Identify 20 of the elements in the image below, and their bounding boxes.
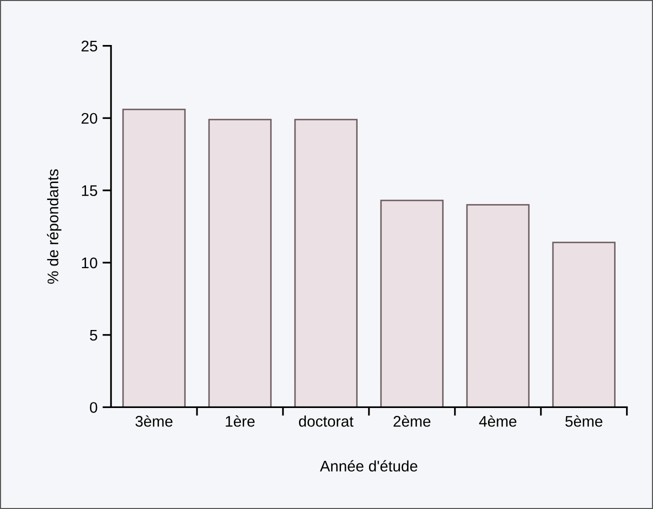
x-tick-label: 5ème (565, 415, 602, 427)
bar (208, 118, 272, 408)
y-tick-label: 15 (82, 185, 98, 196)
x-axis-title: Année d'étude (320, 460, 418, 472)
x-tick-label: 1ère (226, 415, 255, 427)
y-tick-label: 0 (90, 402, 98, 413)
bar (466, 204, 530, 408)
x-tick-label: doctorat (299, 416, 354, 427)
x-tick-label: 4ème (479, 415, 516, 427)
y-tick-label: 5 (90, 330, 98, 341)
x-tick-label: 3ème (135, 415, 172, 427)
bar (380, 200, 444, 408)
bar (294, 118, 358, 408)
y-tick-label: 10 (82, 258, 98, 268)
bar (552, 242, 616, 408)
x-tick-label: 2ème (394, 415, 430, 427)
y-tick-label: 25 (82, 40, 98, 52)
y-tick-label: 20 (82, 112, 98, 124)
bar (122, 108, 186, 408)
y-axis-title: % de répondants (46, 169, 62, 284)
